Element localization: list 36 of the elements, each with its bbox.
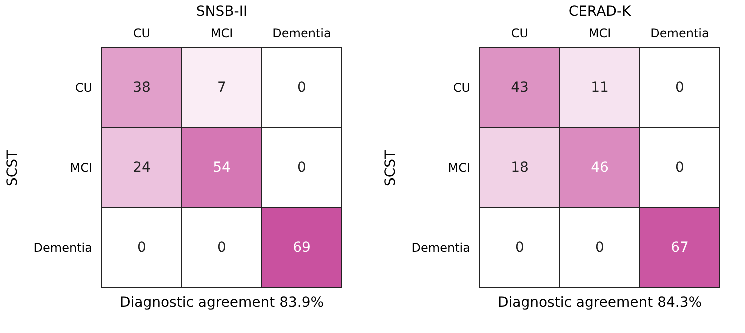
data-label: 69: [293, 240, 311, 256]
x-axis-title: Diagnostic agreement 83.9%: [120, 295, 324, 311]
y-tick-label: CU: [75, 81, 92, 95]
x-tick-label: MCI: [210, 26, 234, 40]
data-label: 0: [218, 240, 226, 256]
data-label: 18: [511, 160, 529, 176]
data-label: 54: [213, 160, 231, 176]
y-tick-label: CU: [453, 81, 470, 95]
x-tick-label: Dementia: [650, 26, 710, 40]
data-label: 0: [596, 240, 604, 256]
y-tick-label: MCI: [70, 161, 92, 175]
data-label: 24: [133, 160, 151, 176]
y-tick-label: MCI: [448, 161, 470, 175]
y-axis-title: SCST: [4, 150, 21, 187]
x-tick-label: CU: [133, 26, 151, 40]
y-axis-title: SCST: [382, 150, 399, 187]
y-tick-label: Dementia: [34, 241, 92, 255]
chart-title: SNSB-II: [196, 4, 248, 20]
data-label: 11: [591, 80, 609, 96]
data-label: 38: [133, 80, 151, 96]
data-label: 0: [138, 240, 146, 256]
data-label: 7: [218, 80, 226, 96]
data-label: 0: [516, 240, 524, 256]
data-label: 0: [676, 160, 684, 176]
data-label: 0: [676, 80, 684, 96]
data-label: 67: [671, 240, 689, 256]
data-label: 43: [511, 80, 529, 96]
chart-title: CERAD-K: [568, 4, 632, 20]
x-tick-label: MCI: [588, 26, 612, 40]
data-label: 0: [298, 80, 306, 96]
x-tick-label: CU: [511, 26, 529, 40]
y-tick-label: Dementia: [412, 241, 470, 255]
data-label: 0: [298, 160, 306, 176]
x-tick-label: Dementia: [272, 26, 332, 40]
data-label: 46: [591, 160, 609, 176]
x-axis-title: Diagnostic agreement 84.3%: [498, 295, 702, 311]
